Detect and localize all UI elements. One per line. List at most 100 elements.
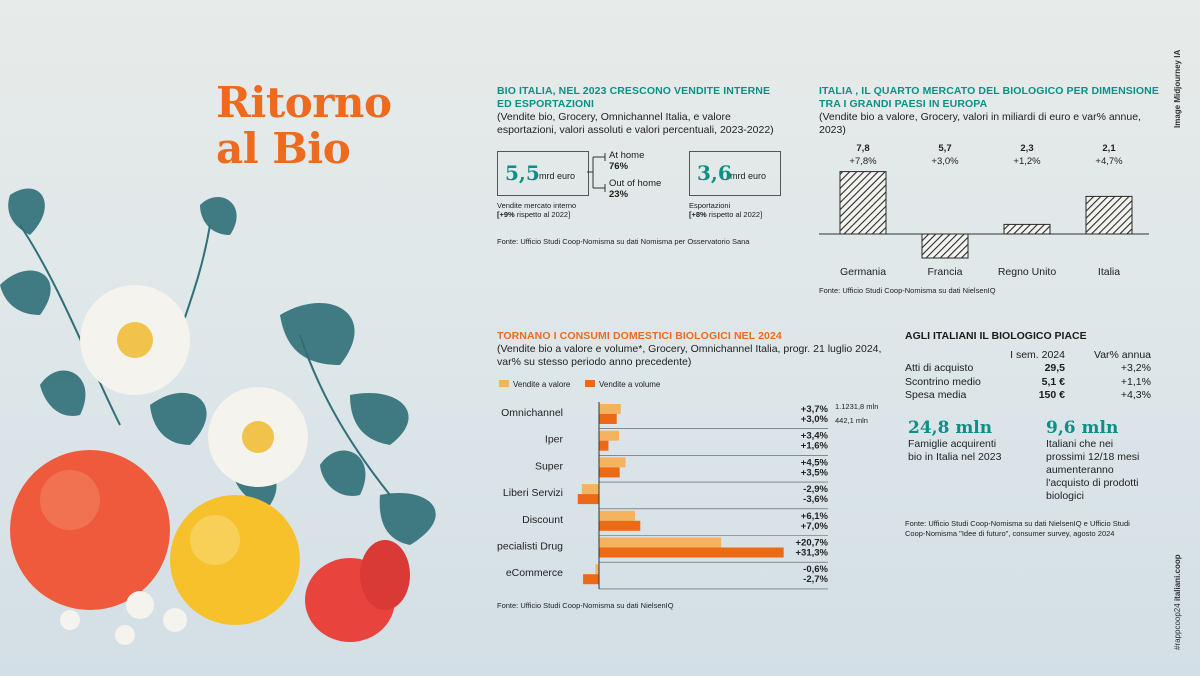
panel3-subtitle-line: (Vendite bio a valore e volume*, Grocery… [497,343,882,355]
table-cell: Atti di acquisto [905,362,974,375]
stat-line: biologici [1046,490,1084,502]
bar [581,484,599,495]
title-line-2: al Bio [216,124,351,173]
data-label: +7,0% [801,521,829,532]
caption-line: [+8% rispetto al 2022] [689,210,762,219]
data-label: -3,6% [803,494,828,505]
export-box: 3,6 mrd euro [689,151,781,196]
note-value: 1.1231,8 mln [835,402,878,411]
caption-line: Esportazioni [689,201,731,210]
data-label: +1,6% [801,441,829,452]
category-label: Italia [1098,266,1120,278]
panel1-title: BIO ITALIA, NEL 2023 CRESCONO VENDITE IN… [497,85,797,111]
split-connector [587,153,606,192]
table-cell: 150 € [1038,389,1065,402]
bar [599,414,617,424]
stat-intentions-value: 9,6 mln [1046,418,1119,438]
at-home-block: At home 76% [609,150,644,172]
legend-swatch-volume [585,380,595,387]
stat-line: prossimi 12/18 mesi [1046,451,1140,463]
domestic-sales-caption: Vendite mercato interno [+9% rispetto al… [497,201,576,219]
source-line: Fonte: Ufficio Studi Coop-Nomisma su dat… [905,519,1130,528]
panel1-title-line: ED ESPORTAZIONI [497,98,594,110]
europe-bar-chart: 7,8 +7,8% Germania 5,7 +3,0% Francia 2,3 +1,2% R… [819,143,1149,278]
domestic-sales-unit: mrd euro [539,171,576,181]
panel-consumi: TORNANO I CONSUMI DOMESTICI BIOLOGICI NE… [497,330,897,369]
category-label: Liberi Servizi [503,487,563,499]
stat-intentions-text: Italiani che nei prossimi 12/18 mesi aum… [1046,438,1139,503]
bar [1085,195,1133,235]
note-volume: 442,1 mln [835,416,868,425]
stat-intentions: 9,6 mln Italiani che nei prossimi 12/18 … [1046,418,1139,503]
out-of-home-block: Out of home 23% [609,178,661,200]
bar [599,520,641,531]
caption-bold: [+8% [689,210,707,219]
panel1-subtitle-line: esportazioni, valori assoluti e valori p… [497,124,774,136]
data-label: +4,5% [801,457,829,468]
bar [583,574,599,585]
variation-label: +7,8% [849,156,877,167]
legend-swatch-value [499,380,509,387]
data-label: +3,4% [801,431,829,442]
bar [599,440,609,451]
table-cell: Scontrino medio [905,375,981,388]
legend-label: Vendite a valore [513,380,571,389]
variation-label: +4,7% [1095,156,1123,167]
stat-families: 24,8 mln Famiglie acquirenti bio in Ital… [908,418,1001,464]
bar [577,494,599,505]
bar [599,467,620,478]
data-label: -2,9% [803,484,828,495]
data-label: -0,6% [803,564,828,575]
legend-label: Vendite a volume [599,380,661,389]
category-label: Super [535,460,564,472]
caption-line: [+9% rispetto al 2022] [497,210,576,219]
domestic-sales-value: 5,5 [505,161,540,185]
caption-rest: rispetto al 2022] [514,210,571,219]
category-label: eCommerce [506,567,563,579]
data-label: +3,0% [801,414,829,425]
stats-table: I sem. 2024 Var% annua Atti di acquisto … [905,348,1151,402]
panel2-source: Fonte: Ufficio Studi Coop-Nomisma su dat… [819,286,996,295]
table-row: Atti di acquisto 29,5 +3,2% [905,362,1151,376]
export-unit: mrd euro [730,171,767,181]
panel-europe: ITALIA , IL QUARTO MERCATO DEL BIOLOGICO… [819,85,1159,137]
source-line: Coop-Nomisma "Idee di futuro", consumer … [905,529,1115,538]
fruit-flower-illustration [0,188,436,645]
table-row: Spesa media 150 € +4,3% [905,389,1151,403]
page-title: Ritorno al Bio [216,80,392,173]
hashtag: #rappcoop24 [1173,603,1182,650]
image-credit: Image Midjourney IA [1173,49,1182,128]
caption-line: Vendite mercato interno [497,201,577,210]
bar [599,404,621,414]
table-header-cell [905,348,1000,362]
data-label: +3,7% [801,404,829,415]
bar [921,233,969,259]
panel3-source: Fonte: Ufficio Studi Coop-Nomisma su dat… [497,601,674,610]
category-label: Discount [522,514,563,526]
category-label: Francia [927,266,962,278]
panel3-subtitle: (Vendite bio a valore e volume*, Grocery… [497,343,897,369]
table-header: I sem. 2024 Var% annua [905,348,1151,362]
panel2-title-line: ITALIA , IL QUARTO MERCATO DEL BIOLOGICO… [819,85,1159,97]
panel-italiani: AGLI ITALIANI IL BIOLOGICO PIACE [905,330,1155,342]
panel2-title-line: TRA I GRANDI PAESI IN EUROPA [819,98,988,110]
panel3-title: TORNANO I CONSUMI DOMESTICI BIOLOGICI NE… [497,330,782,342]
panel2-subtitle: (Vendite bio a valore, Grocery, valori i… [819,111,1159,137]
at-home-label: At home [609,150,645,161]
panel1-subtitle: (Vendite bio, Grocery, Omnichannel Itali… [497,111,797,137]
stat-families-text: Famiglie acquirenti bio in Italia nel 20… [908,438,1001,464]
table-row: Scontrino medio 5,1 € +1,1% [905,375,1151,389]
out-of-home-label: Out of home [609,178,662,189]
value-label: 7,8 [856,143,869,154]
table-cell: Spesa media [905,389,967,402]
at-home-pct: 76% [609,161,629,172]
variation-label: +3,0% [931,156,959,167]
out-of-home-pct: 23% [609,189,629,200]
bar [1003,223,1051,235]
data-label: +31,3% [796,548,829,559]
table-header-cell: Var% annua [1093,348,1151,361]
table-header-cell: I sem. 2024 [1010,348,1065,361]
category-label: Iper [545,434,564,446]
panel1-source: Fonte: Ufficio Studi Coop-Nomisma su dat… [497,237,750,246]
bar [599,457,626,468]
